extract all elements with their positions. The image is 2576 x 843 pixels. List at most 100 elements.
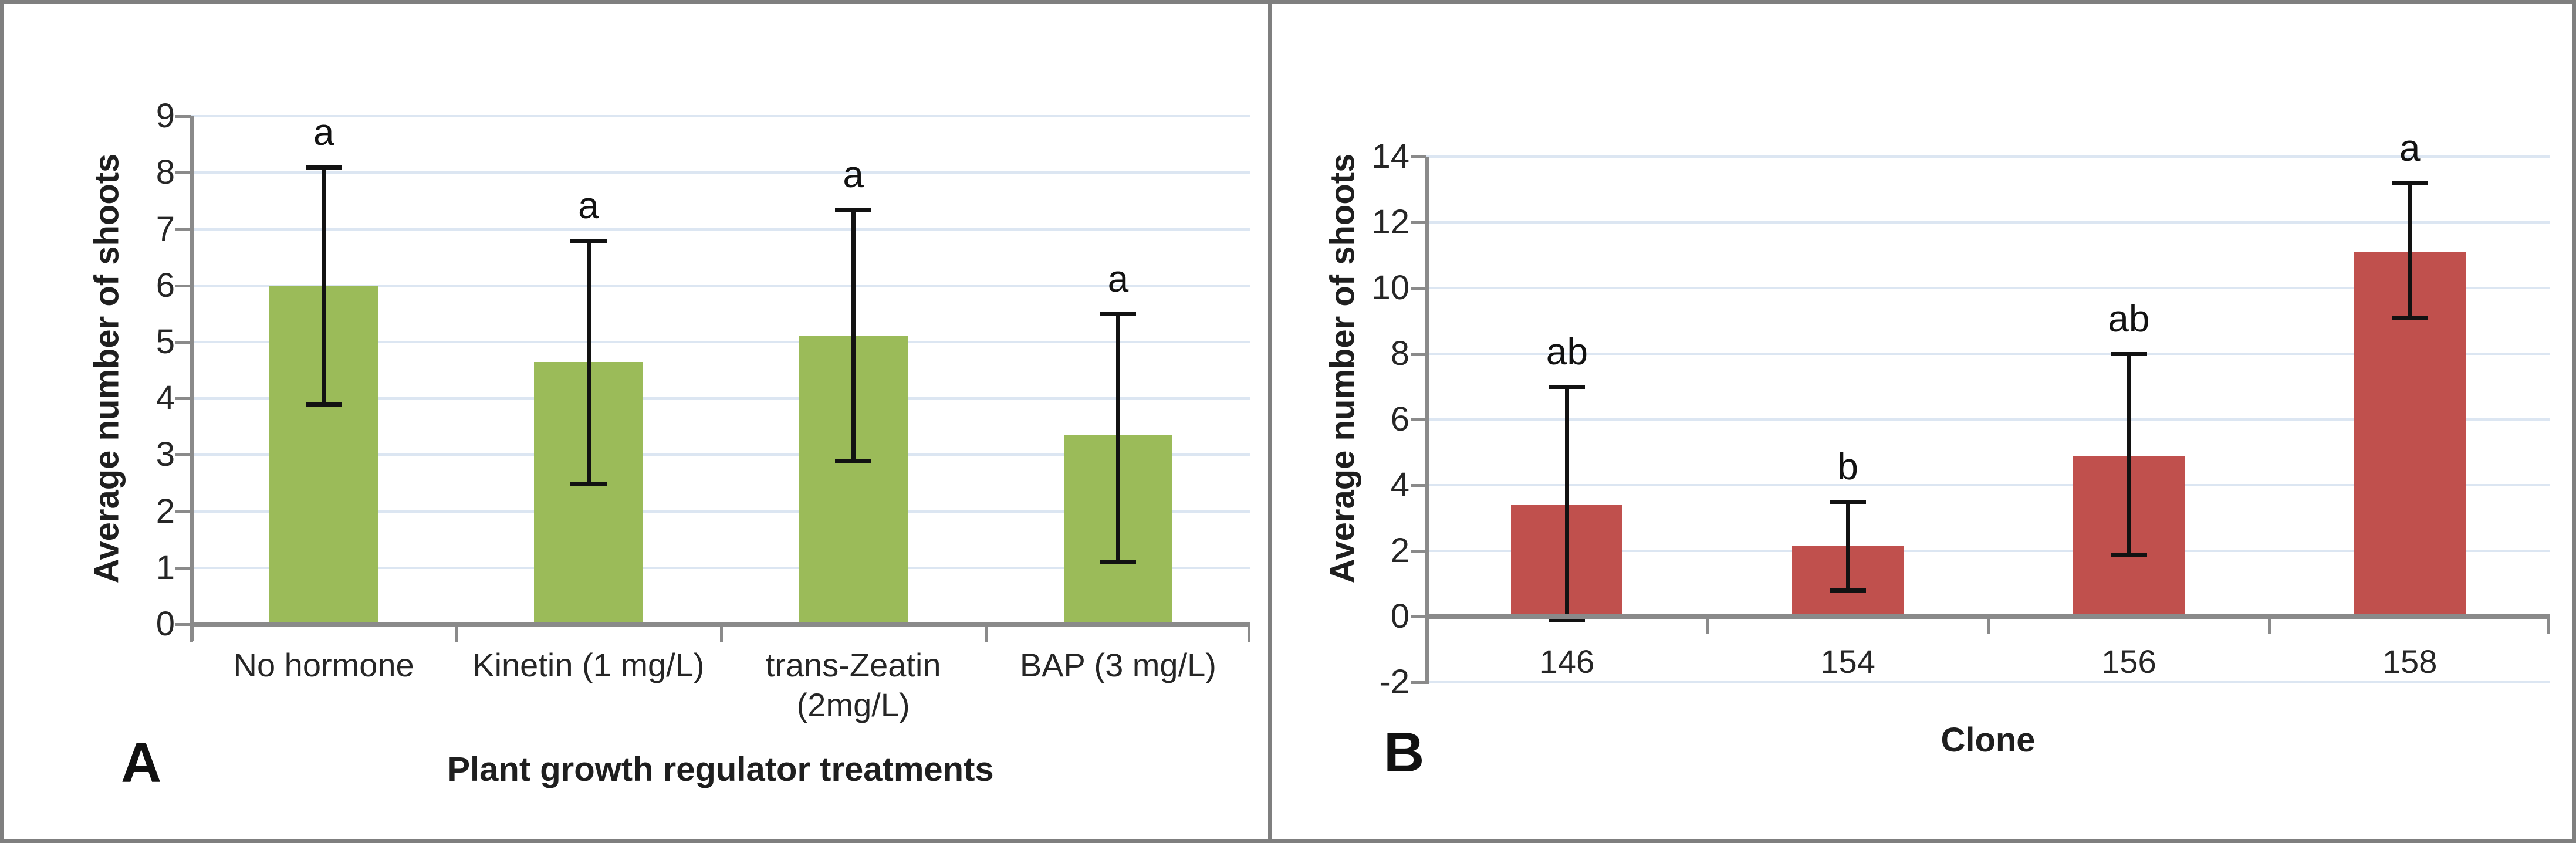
error-bar-line [1116, 313, 1121, 563]
error-bar-cap-bottom [570, 481, 607, 486]
y-tick-7 [175, 228, 191, 231]
y-tick-2 [175, 510, 191, 513]
x-category-label: 158 [2382, 643, 2438, 680]
gridline-y-5 [191, 341, 1250, 343]
y-tick-4 [175, 397, 191, 401]
error-bar-line [322, 167, 326, 404]
error-bar-cap-top [2110, 352, 2147, 356]
x-tick [2268, 619, 2271, 634]
y-tick-10 [1411, 287, 1426, 290]
gridline-y--2 [1426, 681, 2550, 683]
x-category-label: 146 [1539, 643, 1595, 680]
error-bar-cap-top [2391, 181, 2428, 185]
y-tick-6 [175, 284, 191, 287]
y-tick-2 [1411, 550, 1426, 553]
error-bar-cap-top [570, 238, 607, 243]
panel-a-letter: A [121, 732, 162, 794]
y-tick-3 [175, 453, 191, 457]
gridline-y-1 [191, 566, 1250, 569]
gridline-y-8 [191, 171, 1250, 174]
x-category-label: 154 [1820, 643, 1875, 680]
x-tick [984, 627, 988, 642]
y-tick-12 [1411, 221, 1426, 224]
gridline-y-8 [1426, 353, 2550, 355]
x-tick [1706, 619, 1709, 634]
error-bar-cap-bottom [2391, 316, 2428, 320]
error-bar-cap-bottom [1830, 588, 1867, 593]
x-tick [2547, 619, 2550, 634]
error-bar-line [1565, 387, 1570, 620]
significance-letter: ab [2108, 297, 2150, 340]
error-bar-cap-top [1830, 500, 1867, 504]
significance-letter: a [843, 153, 864, 195]
y-tick-label: 0 [155, 605, 175, 643]
y-tick-8 [175, 171, 191, 175]
significance-letter: a [1107, 257, 1129, 300]
significance-letter: a [2399, 126, 2421, 169]
gridline-y-4 [1426, 484, 2550, 486]
y-tick-label: 4 [1390, 466, 1409, 504]
y-tick-label: 14 [1371, 137, 1409, 175]
error-bar-cap-bottom [835, 459, 872, 463]
error-bar-cap-bottom [305, 402, 342, 407]
y-tick-9 [175, 115, 191, 119]
y-tick-1 [175, 566, 191, 570]
y-tick-6 [1411, 418, 1426, 421]
y-tick-label: 1 [155, 548, 175, 587]
x-tick [1987, 619, 1990, 634]
x-category-label: 156 [2101, 643, 2156, 680]
error-bar-cap-bottom [2110, 552, 2147, 557]
y-tick-label: 5 [155, 323, 175, 361]
error-bar-cap-bottom [1549, 618, 1586, 622]
y-tick-label: 9 [155, 97, 175, 136]
y-tick-label: 0 [1390, 597, 1409, 635]
x-axis-line [191, 622, 1250, 627]
x-tick [1248, 627, 1250, 642]
x-category-label: BAP (3 mg/L) [1019, 646, 1216, 683]
significance-letter: ab [1546, 330, 1588, 373]
y-tick-label: 7 [155, 209, 175, 248]
gridline-y-3 [191, 453, 1250, 456]
gridline-y-7 [191, 228, 1250, 231]
error-bar-line [2408, 182, 2412, 318]
y-tick-0 [175, 623, 191, 626]
y-tick-0 [1411, 615, 1426, 618]
x-tick [719, 627, 723, 642]
y-tick-label: 8 [1390, 334, 1409, 373]
gridline-y-2 [191, 510, 1250, 513]
y-axis-line [1425, 157, 1429, 684]
y-axis-line [190, 116, 194, 641]
error-bar-line [2127, 354, 2131, 554]
error-bar-cap-bottom [1100, 560, 1137, 565]
gridline-y-9 [191, 115, 1250, 118]
y-tick-label: 10 [1371, 269, 1409, 307]
x-category-label: (2mg/L) [796, 686, 910, 723]
x-category-label: trans-Zeatin [765, 646, 941, 683]
y-tick-8 [1411, 353, 1426, 356]
y-tick-label: 2 [155, 492, 175, 530]
significance-letter: b [1837, 445, 1858, 487]
error-bar-line [1846, 502, 1851, 591]
x-axis-line [1426, 614, 2550, 619]
gridline-y-14 [1426, 155, 2550, 158]
error-bar-line [586, 240, 591, 483]
error-bar-line [851, 209, 856, 461]
y-tick-label: 12 [1371, 203, 1409, 241]
y-tick-14 [1411, 155, 1426, 158]
error-bar-cap-top [305, 165, 342, 170]
y-tick-label: 8 [155, 153, 175, 192]
gridline-y-4 [191, 397, 1250, 400]
y-tick-label: 3 [155, 435, 175, 474]
panel-b-x-axis-title: Clone [1941, 721, 2036, 759]
gridline-y-12 [1426, 221, 2550, 224]
y-tick-label: 2 [1390, 531, 1409, 570]
x-tick [455, 627, 458, 642]
gridline-y-6 [1426, 418, 2550, 421]
y-tick-5 [175, 341, 191, 344]
y-tick-label: -2 [1379, 663, 1409, 701]
y-tick--2 [1411, 681, 1426, 684]
error-bar-cap-top [835, 207, 872, 212]
y-tick-label: 4 [155, 379, 175, 418]
y-tick-4 [1411, 484, 1426, 487]
